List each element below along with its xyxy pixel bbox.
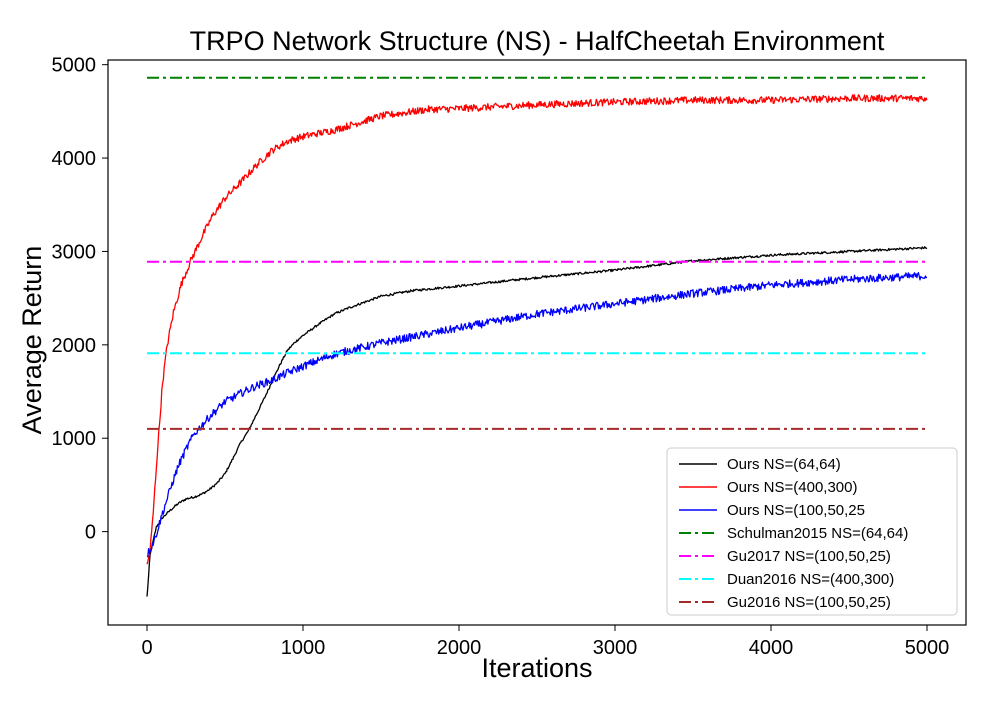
y-tick-label: 1000 (52, 428, 97, 450)
legend: Ours NS=(64,64) Ours NS=(400,300) Ours NS=… (666, 447, 958, 616)
legend-label-ours-ns-100-50-25: Ours NS=(100,50,25 (727, 502, 865, 519)
x-tick-label: 0 (141, 637, 152, 659)
x-tick-label: 5000 (905, 637, 950, 659)
series-lines (146, 76, 928, 597)
legend-label-ours-ns-400-300: Ours NS=(400,300) (727, 479, 857, 496)
plot-frame (107, 59, 967, 626)
legend-label-gu2017-ns-100-50-25: Gu2017 NS=(100,50,25) (727, 548, 891, 565)
series-line-ours-ns-64-64 (146, 246, 928, 597)
y-tick-label: 0 (85, 522, 96, 544)
ticks: 0 1000 2000 3000 4000 5000 0 1000 2000 3000 4000 50… (52, 55, 950, 659)
x-tick-label: 3000 (593, 637, 638, 659)
legend-label-duan2016-ns-400-300: Duan2016 NS=(400,300) (727, 571, 894, 588)
chart-title: TRPO Network Structure (NS) - HalfCheeta… (190, 26, 885, 56)
legend-label-schulman2015-ns-64-64: Schulman2015 NS=(64,64) (727, 525, 908, 542)
y-axis-label: Average Return (17, 246, 47, 435)
x-axis-label: Iterations (481, 653, 592, 683)
legend-label-gu2016-ns-100-50-25: Gu2016 NS=(100,50,25) (727, 594, 891, 611)
x-tick-label: 2000 (437, 637, 482, 659)
y-tick-label: 3000 (52, 241, 97, 263)
x-tick-label: 1000 (281, 637, 326, 659)
y-tick-label: 2000 (52, 335, 97, 357)
legend-box (666, 447, 958, 616)
x-tick-label: 4000 (749, 637, 794, 659)
y-tick-label: 5000 (52, 55, 97, 77)
series-line-ours-ns-100-50-25 (146, 272, 928, 558)
y-tick-label: 4000 (52, 148, 97, 170)
legend-label-ours-ns-64-64: Ours NS=(64,64) (727, 456, 841, 473)
series-line-ours-ns-400-300 (146, 94, 928, 565)
